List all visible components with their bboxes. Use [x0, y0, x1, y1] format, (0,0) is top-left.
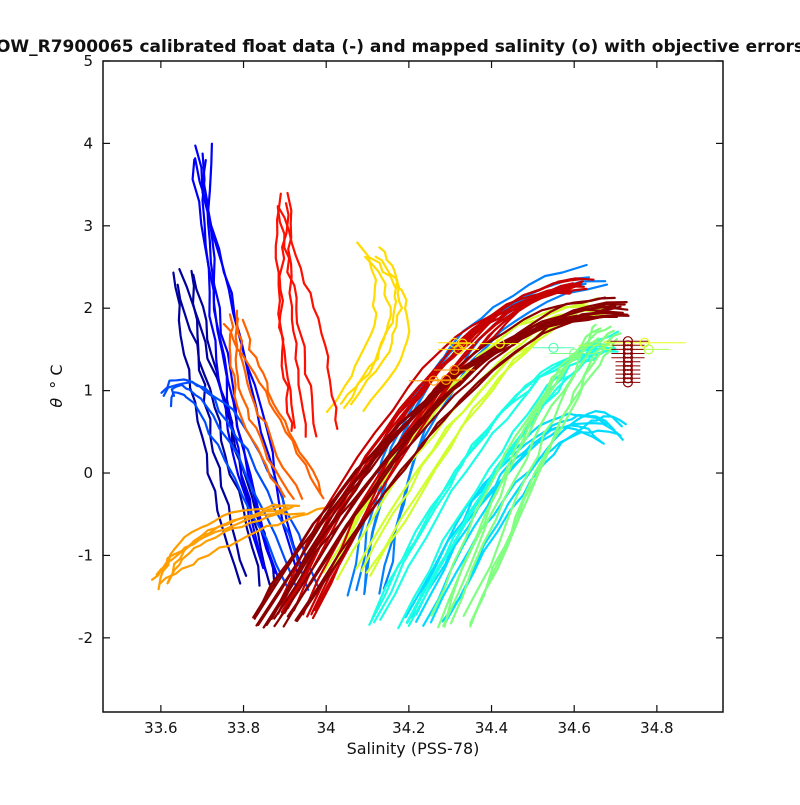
mapped-salinity-point — [548, 342, 559, 353]
chart-title: OW_R7900065 calibrated float data (-) an… — [0, 37, 800, 57]
y-tick-label: 4 — [83, 134, 93, 152]
profile-line — [296, 306, 629, 623]
profile-line — [469, 332, 622, 626]
profile-line — [437, 337, 600, 629]
mapped-salinity-point — [569, 348, 580, 359]
x-tick-label: 34.6 — [557, 719, 590, 737]
x-axis-label: Salinity (PSS-78) — [347, 739, 480, 758]
svg-text:θ ° C: θ ° C — [47, 364, 66, 407]
mapped-salinity-point — [622, 340, 634, 351]
y-axis-label-unit: ° C — [47, 364, 66, 388]
profile-line — [442, 327, 602, 628]
profile-line — [340, 255, 392, 405]
mapped-salinity-point — [622, 348, 634, 359]
profile-line — [191, 158, 280, 579]
y-tick-label: 5 — [83, 52, 93, 70]
profile-line — [286, 191, 307, 438]
mapped-salinity-markers — [428, 336, 654, 388]
mapped-salinity-point — [453, 344, 464, 355]
mapped-salinity-point — [441, 374, 452, 385]
y-axis-label-symbol: θ — [47, 398, 66, 408]
profile-line — [172, 271, 242, 585]
x-tick-label: 34.4 — [475, 719, 508, 737]
profile-line — [462, 323, 597, 618]
mapped-salinity-point — [449, 364, 460, 376]
profile-line — [160, 378, 310, 591]
profile-line — [222, 323, 325, 500]
mapped-salinity-point — [602, 340, 613, 351]
mapped-salinity-point — [622, 356, 634, 367]
profile-line — [362, 255, 411, 412]
profile-line — [151, 505, 294, 581]
profile-line — [276, 206, 318, 438]
plot-frame — [102, 60, 724, 713]
profile-line — [167, 511, 306, 584]
y-tick-label: -2 — [78, 629, 93, 647]
profile-line — [441, 415, 627, 623]
profile-line — [397, 330, 620, 630]
x-tick-label: 34 — [317, 719, 336, 737]
x-tick-label: 33.6 — [144, 719, 177, 737]
profile-line — [228, 313, 286, 498]
mapped-salinity-point — [643, 344, 654, 355]
y-tick-label: 2 — [83, 299, 93, 317]
mapped-salinity-point — [622, 373, 634, 384]
profile-line — [449, 329, 615, 625]
profile-line — [157, 503, 286, 591]
mapped-salinity-point — [622, 360, 634, 371]
profile-line — [278, 202, 294, 432]
profile-line — [294, 315, 619, 622]
profile-line — [343, 246, 399, 409]
y-tick-label: 1 — [83, 382, 93, 400]
profile-line — [166, 506, 289, 585]
mapped-salinity-point — [622, 352, 634, 363]
mapped-salinity-point — [622, 377, 634, 388]
profile-line — [276, 205, 339, 430]
profile-line — [274, 192, 296, 429]
x-tick-label: 34.2 — [392, 719, 425, 737]
profile-line — [257, 314, 619, 627]
y-tick-label: 3 — [83, 217, 93, 235]
x-tick-label: 33.8 — [227, 719, 260, 737]
profile-line — [265, 303, 626, 627]
profile-line — [201, 152, 265, 570]
mapped-salinity-point — [622, 344, 634, 355]
y-tick-label: -1 — [78, 546, 93, 564]
x-tick-label: 34.8 — [640, 719, 673, 737]
profile-line — [350, 255, 404, 406]
profile-line — [469, 338, 618, 624]
profile-line — [235, 309, 304, 500]
profile-line — [325, 241, 378, 413]
y-axis-label: θ ° C — [47, 364, 66, 407]
profile-line — [241, 318, 322, 496]
mapped-salinity-point — [622, 336, 634, 347]
mapped-salinity-point — [622, 364, 634, 376]
mapped-salinity-point — [622, 369, 634, 380]
mapped-salinity-point — [428, 375, 439, 386]
mapped-salinity-point — [494, 338, 505, 349]
profile-lines — [151, 142, 630, 630]
y-tick-label: 0 — [83, 464, 93, 482]
profile-line — [158, 505, 331, 586]
profile-line — [176, 283, 261, 587]
